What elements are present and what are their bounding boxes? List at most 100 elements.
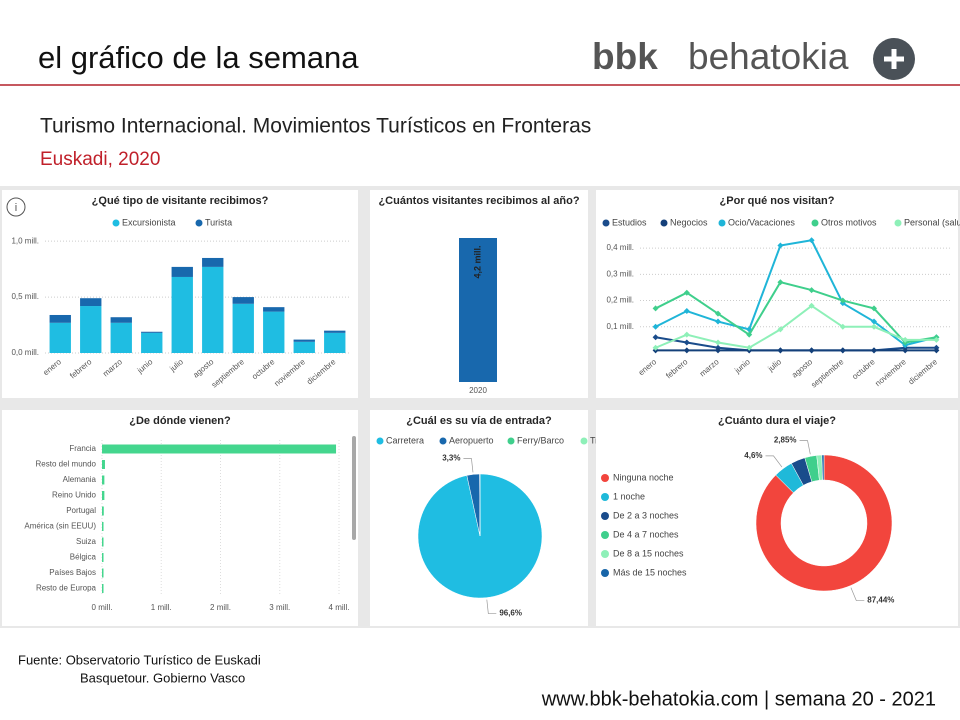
info-icon-glyph: i bbox=[15, 202, 17, 214]
legend-label: De 8 a 15 noches bbox=[613, 548, 684, 558]
y-tick-label: Alemania bbox=[63, 475, 97, 484]
marker bbox=[683, 339, 690, 346]
legend-label: Turista bbox=[205, 217, 232, 227]
legend-label: De 4 a 7 noches bbox=[613, 529, 679, 539]
panel-title: ¿Por qué nos visitan? bbox=[720, 195, 835, 207]
legend-label: Carretera bbox=[386, 435, 424, 445]
legend-swatch bbox=[112, 219, 120, 227]
marker bbox=[808, 237, 815, 244]
x-tick-label: 1 mill. bbox=[151, 603, 172, 612]
slice bbox=[821, 454, 825, 481]
x-tick-label: 2020 bbox=[469, 386, 487, 395]
legend-label: 1 noche bbox=[613, 491, 645, 501]
legend-label: Otros motivos bbox=[821, 217, 877, 227]
leader-line bbox=[799, 440, 811, 455]
line bbox=[655, 281, 937, 344]
y-tick-label: 0,2 mill. bbox=[606, 296, 634, 305]
y-tick-label: Resto del mundo bbox=[36, 460, 97, 469]
bar bbox=[102, 506, 104, 516]
marker bbox=[683, 331, 690, 338]
marker bbox=[871, 318, 877, 325]
legend-swatch bbox=[602, 219, 610, 227]
marker bbox=[839, 347, 846, 354]
y-tick-label: 0,0 mill. bbox=[11, 348, 39, 357]
scrollbar[interactable] bbox=[352, 436, 356, 540]
bar-segment bbox=[49, 322, 71, 353]
panel-title: ¿De dónde vienen? bbox=[129, 415, 231, 427]
marker bbox=[652, 305, 659, 312]
y-tick-label: Portugal bbox=[66, 506, 96, 515]
panel-title: ¿Qué tipo de visitante recibimos? bbox=[92, 195, 269, 207]
marker bbox=[746, 344, 753, 351]
legend-label: Negocios bbox=[670, 217, 708, 227]
legend-swatch bbox=[601, 531, 609, 539]
bar-segment bbox=[141, 331, 163, 333]
marker bbox=[839, 297, 846, 304]
y-tick-label: 0,3 mill. bbox=[606, 269, 634, 278]
y-tick-label: Resto de Europa bbox=[36, 584, 97, 593]
leader-line bbox=[463, 458, 474, 473]
value-label: 2,85% bbox=[774, 436, 797, 445]
leader-line bbox=[850, 587, 865, 601]
marker bbox=[933, 336, 940, 343]
marker bbox=[871, 305, 877, 312]
legend-swatch bbox=[894, 219, 902, 227]
info-icon[interactable] bbox=[6, 197, 26, 217]
marker bbox=[715, 318, 721, 325]
bar-segment bbox=[80, 306, 102, 353]
marker bbox=[777, 279, 784, 286]
source: Fuente: Observatorio Turístico de Euskad… bbox=[18, 652, 261, 667]
marker bbox=[746, 331, 753, 338]
marker bbox=[777, 326, 784, 333]
marker bbox=[652, 344, 659, 351]
bar bbox=[459, 238, 497, 382]
bar bbox=[102, 584, 104, 593]
legend-swatch bbox=[439, 437, 447, 445]
legend-swatch bbox=[580, 437, 588, 445]
bar-segment bbox=[263, 307, 285, 312]
leader-line bbox=[765, 455, 783, 468]
bar-segment bbox=[80, 298, 102, 307]
legend-swatch bbox=[601, 550, 609, 558]
bar-segment bbox=[324, 332, 346, 353]
bar bbox=[102, 568, 104, 578]
y-tick-label: 0,4 mill. bbox=[606, 243, 634, 252]
bar-segment bbox=[141, 332, 163, 353]
brand-bold: bbk bbox=[592, 36, 658, 77]
bar bbox=[102, 553, 104, 562]
marker bbox=[871, 347, 877, 354]
legend-swatch bbox=[601, 512, 609, 520]
x-tick-label: 4 mill. bbox=[329, 603, 350, 612]
marker bbox=[933, 347, 940, 354]
marker bbox=[683, 347, 690, 354]
y-tick-label: 1,0 mill. bbox=[11, 236, 39, 245]
marker bbox=[839, 323, 846, 330]
legend-swatch bbox=[811, 219, 819, 227]
panel-title: ¿Cuántos visitantes recibimos al año? bbox=[378, 195, 579, 207]
legend-label: Ferry/Barco bbox=[517, 435, 564, 445]
panel bbox=[2, 410, 358, 626]
marker bbox=[683, 308, 690, 315]
bar bbox=[102, 475, 105, 485]
heading-subtitle: Euskadi, 2020 bbox=[40, 149, 160, 170]
legend-label: De 2 a 3 noches bbox=[613, 510, 679, 520]
y-tick-label: América (sin EEUU) bbox=[24, 522, 96, 531]
brand: behatokia bbox=[688, 36, 849, 77]
bar-segment bbox=[324, 330, 346, 333]
marker bbox=[808, 347, 815, 354]
marker bbox=[902, 336, 909, 343]
marker bbox=[777, 242, 784, 249]
bar-segment bbox=[202, 266, 224, 353]
marker bbox=[683, 289, 690, 296]
legend-swatch bbox=[507, 437, 515, 445]
bar bbox=[102, 460, 105, 469]
bar-segment bbox=[171, 276, 193, 353]
bar bbox=[102, 537, 104, 547]
leader-line bbox=[486, 599, 497, 614]
x-tick-label: 0 mill. bbox=[92, 603, 113, 612]
site: www.bbk-behatokia.com | semana 20 - 2021 bbox=[541, 688, 936, 710]
legend-label: Ocio/Vacaciones bbox=[728, 217, 795, 227]
x-tick-label: 3 mill. bbox=[269, 603, 290, 612]
legend-label: Aeropuerto bbox=[449, 435, 494, 445]
